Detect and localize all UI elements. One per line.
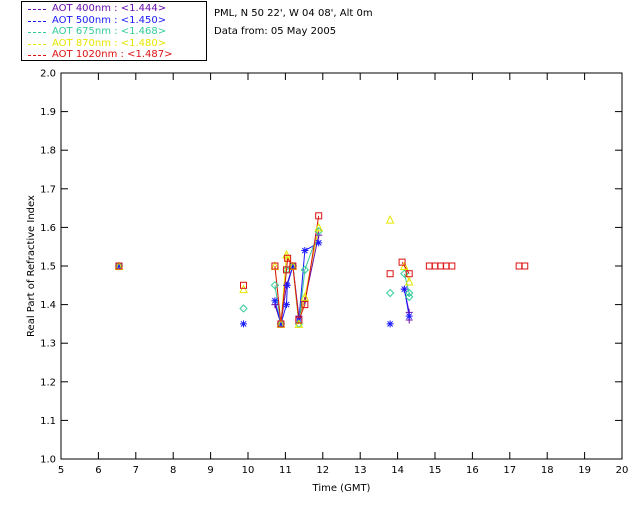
data-point-square xyxy=(277,320,285,328)
data-point-asterisk xyxy=(283,301,291,309)
data-point-triangle xyxy=(404,276,414,286)
data-point-diamond xyxy=(239,304,248,313)
legend-label: AOT 1020nm : <1.487> xyxy=(52,49,173,61)
data-point-square xyxy=(515,262,523,270)
data-point-asterisk xyxy=(240,320,248,328)
data-point-square xyxy=(386,270,394,278)
x-tick-label: 8 xyxy=(170,465,176,476)
x-tick-label: 20 xyxy=(616,465,629,476)
x-axis-title: Time (GMT) xyxy=(312,483,371,494)
data-point-asterisk xyxy=(115,262,123,270)
y-tick-label: 1.5 xyxy=(40,262,56,273)
x-tick-label: 17 xyxy=(503,465,516,476)
data-point-diamond xyxy=(404,292,414,302)
data-point-asterisk xyxy=(400,285,408,293)
data-point-square xyxy=(448,262,456,270)
x-tick-label: 14 xyxy=(391,465,404,476)
data-point-square xyxy=(240,281,248,289)
data-point-triangle xyxy=(239,284,248,294)
data-point-square xyxy=(115,262,123,270)
x-tick-label: 16 xyxy=(466,465,479,476)
data-point-square xyxy=(437,262,445,270)
data-point-diamond xyxy=(404,288,414,298)
y-tick-label: 1.4 xyxy=(40,300,56,311)
y-tick-label: 2.0 xyxy=(40,69,56,80)
data-point-square xyxy=(398,258,406,266)
data-point-diamond xyxy=(300,265,310,275)
data-point-square xyxy=(431,262,439,270)
y-tick-label: 1.8 xyxy=(40,146,56,157)
data-point-diamond xyxy=(314,227,323,236)
data-point-asterisk xyxy=(289,262,297,270)
data-point-triangle xyxy=(300,292,310,301)
legend-line-swatch xyxy=(28,43,46,45)
data-point-triangle xyxy=(314,222,323,232)
x-tick-label: 19 xyxy=(578,465,591,476)
data-point-asterisk xyxy=(386,320,394,328)
data-point-triangle xyxy=(282,249,291,259)
data-point-triangle xyxy=(294,319,304,328)
y-tick-label: 1.6 xyxy=(40,223,56,234)
data-point-asterisk xyxy=(301,247,309,255)
y-tick-label: 1.9 xyxy=(40,107,56,118)
data-point-triangle xyxy=(400,261,409,270)
legend-line-swatch xyxy=(28,9,46,10)
x-tick-label: 18 xyxy=(541,465,554,476)
legend-label: AOT 675nm : <1.468> xyxy=(52,26,167,38)
legend: AOT 400nm : <1.444> AOT 500nm : <1.450> AO… xyxy=(21,1,207,61)
data-point-square xyxy=(284,254,292,262)
data-point-square xyxy=(442,262,450,270)
data-point-square xyxy=(315,212,323,220)
data-point-square xyxy=(289,262,297,270)
y-tick-label: 1.1 xyxy=(40,416,56,427)
data-point-asterisk xyxy=(405,312,413,320)
legend-line-swatch xyxy=(28,32,46,34)
data-point-square xyxy=(521,262,529,270)
legend-label: AOT 500nm : <1.450> xyxy=(52,14,167,26)
data-point-square xyxy=(301,301,309,309)
data-point-asterisk xyxy=(271,297,279,305)
series-line xyxy=(274,231,320,324)
data-point-square xyxy=(295,316,303,324)
plot-frame xyxy=(60,72,623,460)
series-line xyxy=(403,289,410,317)
data-point-asterisk xyxy=(315,239,323,247)
data-point-square xyxy=(283,266,291,274)
legend-line-swatch xyxy=(28,20,46,22)
y-tick-label: 1.7 xyxy=(40,184,56,195)
data-point-diamond xyxy=(270,281,280,290)
data-point-square xyxy=(425,262,433,270)
data-point-diamond xyxy=(385,288,395,298)
x-tick-label: 12 xyxy=(316,465,329,476)
y-tick-label: 1.2 xyxy=(40,377,56,388)
legend-label: AOT 870nm : <1.480> xyxy=(52,37,167,49)
data-point-square xyxy=(271,262,279,270)
x-tick-label: 7 xyxy=(133,465,139,476)
data-point-asterisk xyxy=(283,281,291,289)
legend-label: AOT 400nm : <1.444> xyxy=(52,3,167,14)
legend-line-swatch xyxy=(28,55,46,57)
date-text: Data from: 05 May 2005 xyxy=(214,26,337,37)
x-tick-label: 10 xyxy=(242,465,255,476)
x-tick-label: 13 xyxy=(354,465,367,476)
y-axis-title: Real Part of Refractive Index xyxy=(26,195,37,337)
x-tick-label: 5 xyxy=(58,465,64,476)
x-tick-label: 11 xyxy=(279,465,292,476)
y-tick-label: 1.3 xyxy=(40,339,56,350)
data-point-square xyxy=(405,270,413,278)
x-tick-label: 15 xyxy=(429,465,442,476)
data-point-asterisk xyxy=(277,320,285,328)
data-point-triangle xyxy=(385,215,395,224)
location-text: PML, N 50 22', W 04 08', Alt 0m xyxy=(214,8,373,19)
series-line xyxy=(274,227,320,325)
x-tick-label: 6 xyxy=(95,465,101,476)
x-tick-label: 9 xyxy=(207,465,213,476)
y-tick-label: 1.0 xyxy=(40,455,56,466)
